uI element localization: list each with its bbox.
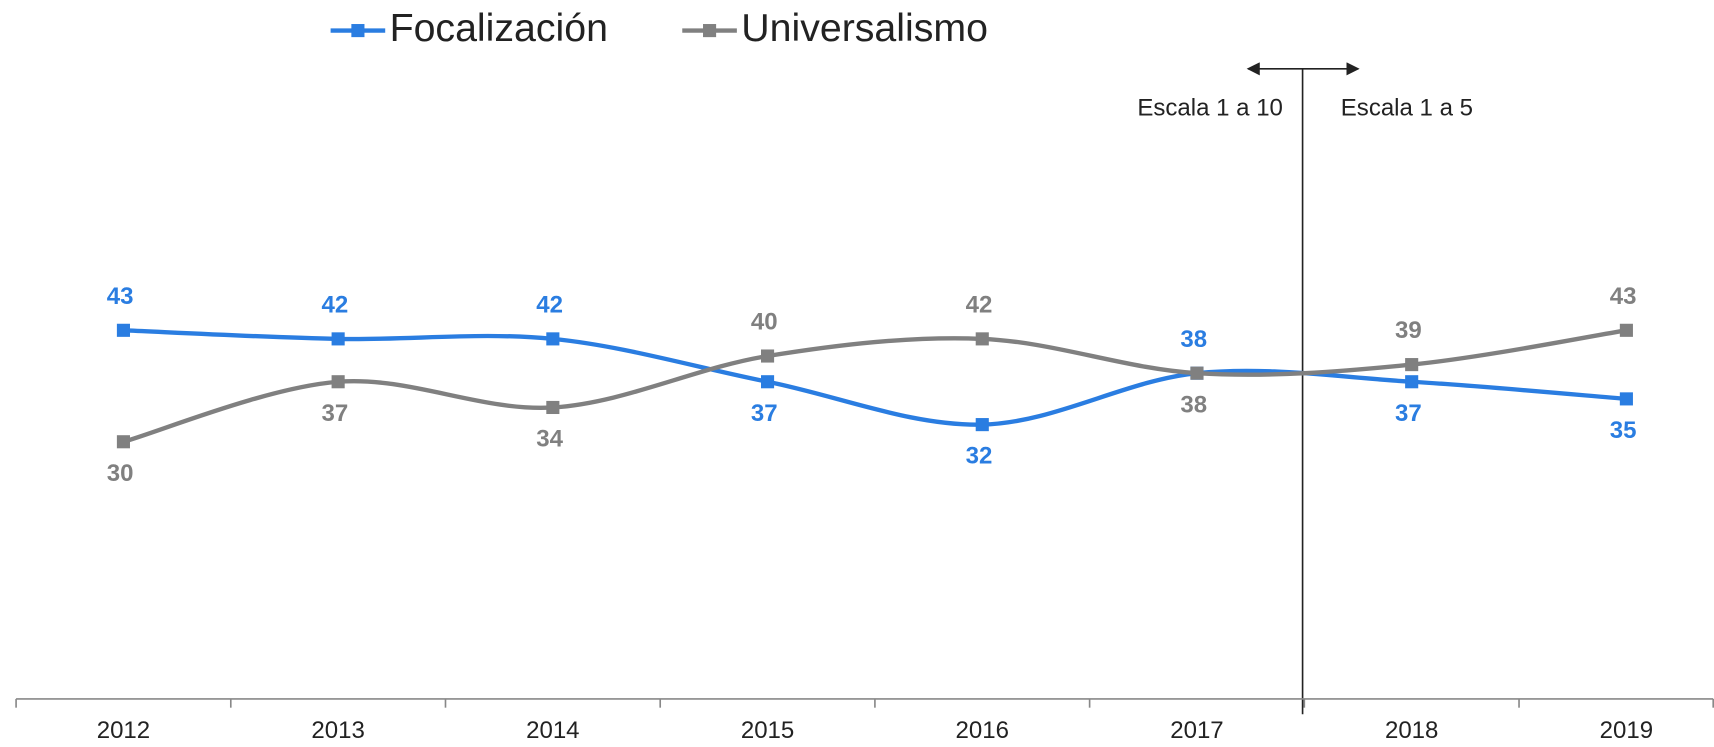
x-tick-label: 2016: [956, 717, 1009, 744]
x-tick-label: 2017: [1170, 717, 1223, 744]
data-point: [1405, 375, 1419, 389]
data-label: 38: [1180, 326, 1207, 353]
data-label: 35: [1610, 417, 1637, 444]
data-label: 37: [751, 400, 778, 427]
series-line: [123, 328, 1627, 427]
data-point: [1619, 392, 1633, 406]
x-tick-label: 2013: [311, 717, 364, 744]
legend-label: Universalismo: [741, 6, 988, 50]
data-point: [1190, 366, 1204, 380]
data-point: [116, 323, 130, 337]
annotation: Escala 1 a 10: [1137, 95, 1283, 122]
data-label: 42: [966, 291, 993, 318]
data-label: 40: [751, 309, 778, 336]
data-point: [331, 332, 345, 346]
data-label: 43: [1610, 283, 1637, 310]
data-point: [546, 400, 560, 415]
x-tick-label: 2015: [741, 717, 794, 744]
data-point: [331, 375, 345, 389]
x-tick-label: 2014: [526, 717, 579, 744]
data-label: 34: [536, 426, 563, 453]
x-tick-label: 2012: [97, 717, 150, 744]
data-label: 32: [966, 443, 993, 470]
data-label: 37: [1395, 400, 1422, 427]
data-point: [1405, 358, 1419, 372]
annotation: Escala 1 a 5: [1341, 95, 1473, 122]
data-label: 37: [322, 400, 349, 427]
data-label: 30: [107, 460, 134, 487]
data-point: [546, 332, 560, 346]
legend-label: Focalización: [390, 6, 608, 50]
data-label: 38: [1180, 391, 1207, 418]
data-point: [761, 375, 775, 389]
data-label: 42: [536, 291, 563, 318]
data-point: [975, 332, 989, 346]
data-point: [1619, 323, 1633, 337]
x-tick-label: 2018: [1385, 717, 1438, 744]
data-point: [975, 418, 989, 432]
data-label: 39: [1395, 317, 1422, 344]
data-label: 43: [107, 283, 134, 310]
legend-marker: [703, 24, 717, 38]
series-line: [122, 328, 1627, 444]
data-point: [761, 349, 775, 363]
data-label: 42: [322, 291, 349, 318]
legend-marker: [351, 24, 365, 38]
x-tick-label: 2019: [1600, 717, 1653, 744]
data-point: [116, 435, 130, 449]
